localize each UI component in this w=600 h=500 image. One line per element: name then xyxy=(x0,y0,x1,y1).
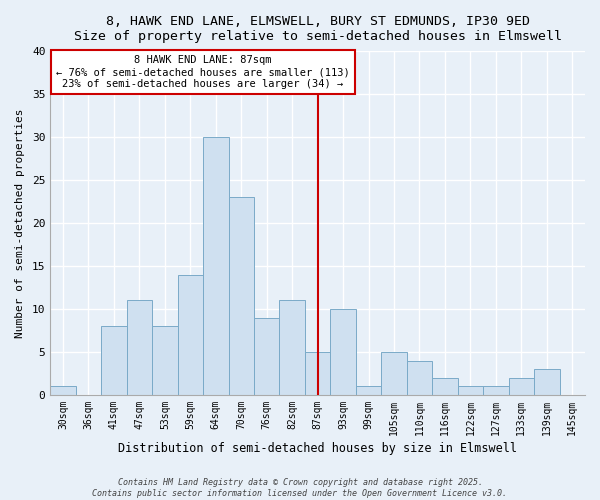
Bar xyxy=(152,326,178,395)
Bar xyxy=(101,326,127,395)
Y-axis label: Number of semi-detached properties: Number of semi-detached properties xyxy=(15,108,25,338)
Bar xyxy=(458,386,483,395)
Title: 8, HAWK END LANE, ELMSWELL, BURY ST EDMUNDS, IP30 9ED
Size of property relative : 8, HAWK END LANE, ELMSWELL, BURY ST EDMU… xyxy=(74,15,562,43)
Bar xyxy=(382,352,407,395)
Bar xyxy=(50,386,76,395)
Bar xyxy=(509,378,534,395)
Text: Contains HM Land Registry data © Crown copyright and database right 2025.
Contai: Contains HM Land Registry data © Crown c… xyxy=(92,478,508,498)
Bar xyxy=(407,360,432,395)
Bar xyxy=(356,386,382,395)
X-axis label: Distribution of semi-detached houses by size in Elmswell: Distribution of semi-detached houses by … xyxy=(118,442,517,455)
Bar xyxy=(178,274,203,395)
Bar xyxy=(203,137,229,395)
Bar xyxy=(127,300,152,395)
Bar xyxy=(229,197,254,395)
Bar xyxy=(254,318,280,395)
Bar xyxy=(305,352,331,395)
Bar xyxy=(432,378,458,395)
Bar xyxy=(483,386,509,395)
Text: 8 HAWK END LANE: 87sqm
← 76% of semi-detached houses are smaller (113)
23% of se: 8 HAWK END LANE: 87sqm ← 76% of semi-det… xyxy=(56,56,350,88)
Bar xyxy=(280,300,305,395)
Bar xyxy=(331,309,356,395)
Bar xyxy=(534,369,560,395)
